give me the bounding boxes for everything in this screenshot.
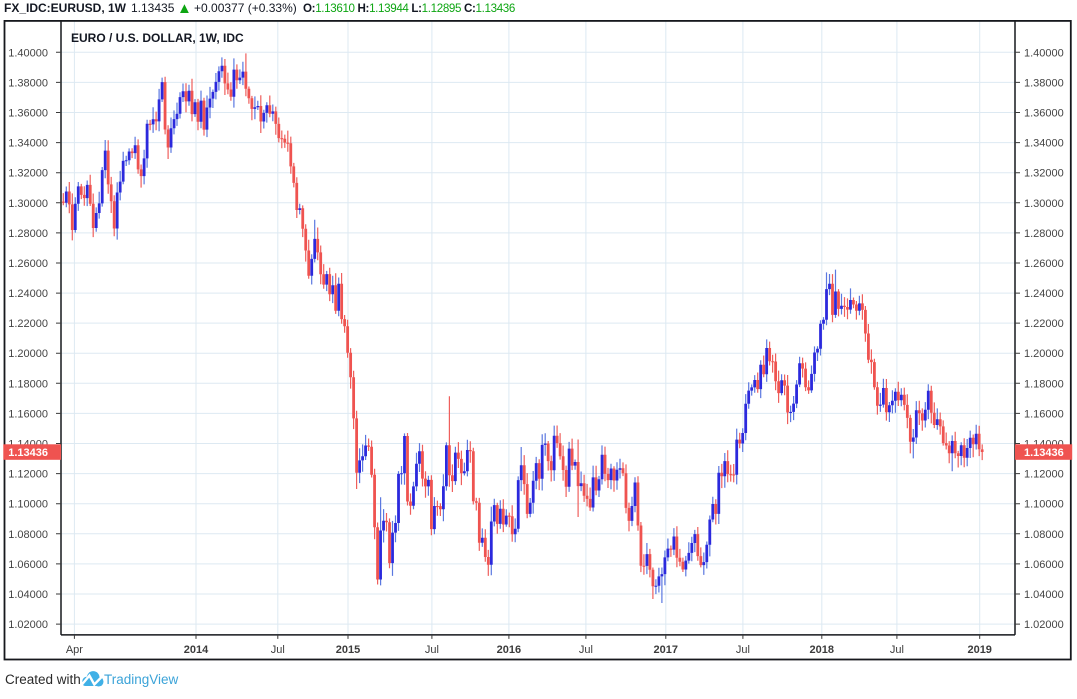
svg-text:1.06000: 1.06000 — [8, 559, 48, 571]
svg-text:1.30000: 1.30000 — [1024, 198, 1064, 210]
svg-text:1.08000: 1.08000 — [1024, 529, 1064, 541]
svg-text:1.20000: 1.20000 — [1024, 348, 1064, 360]
svg-text:1.28000: 1.28000 — [8, 228, 48, 240]
svg-text:2014: 2014 — [184, 644, 209, 656]
svg-text:+0.00377 (+0.33%): +0.00377 (+0.33%) — [194, 1, 297, 15]
svg-text:2015: 2015 — [336, 644, 360, 656]
svg-text:Jul: Jul — [425, 644, 439, 656]
svg-text:1.16000: 1.16000 — [1024, 408, 1064, 420]
svg-text:1.10000: 1.10000 — [1024, 499, 1064, 511]
svg-text:1.18000: 1.18000 — [1024, 378, 1064, 390]
svg-text:1.26000: 1.26000 — [1024, 258, 1064, 270]
svg-text:Created with: Created with — [5, 672, 81, 687]
svg-text:1.22000: 1.22000 — [1024, 318, 1064, 330]
svg-text:▲: ▲ — [177, 0, 192, 17]
svg-text:1.04000: 1.04000 — [8, 589, 48, 601]
svg-text:1.30000: 1.30000 — [8, 198, 48, 210]
svg-text:1.38000: 1.38000 — [8, 77, 48, 89]
svg-text:O:1.13610 H:1.13944 L:1.12895: O:1.13610 H:1.13944 L:1.12895 C:1.13436 — [303, 2, 515, 15]
svg-text:1.34000: 1.34000 — [1024, 138, 1064, 150]
svg-text:1.06000: 1.06000 — [1024, 559, 1064, 571]
svg-text:1.40000: 1.40000 — [1024, 47, 1064, 59]
svg-text:1.32000: 1.32000 — [8, 168, 48, 180]
svg-text:1.32000: 1.32000 — [1024, 168, 1064, 180]
svg-text:Jul: Jul — [579, 644, 593, 656]
svg-text:1.28000: 1.28000 — [1024, 228, 1064, 240]
svg-text:1.22000: 1.22000 — [8, 318, 48, 330]
svg-text:1.02000: 1.02000 — [8, 619, 48, 631]
svg-text:1.10000: 1.10000 — [8, 499, 48, 511]
svg-text:1.36000: 1.36000 — [8, 108, 48, 120]
svg-text:1.08000: 1.08000 — [8, 529, 48, 541]
svg-text:EURO / U.S. DOLLAR, 1W, IDC: EURO / U.S. DOLLAR, 1W, IDC — [71, 31, 244, 45]
svg-text:2017: 2017 — [654, 644, 678, 656]
svg-text:1.13436: 1.13436 — [8, 447, 48, 459]
svg-text:1.34000: 1.34000 — [8, 138, 48, 150]
svg-text:2018: 2018 — [810, 644, 834, 656]
svg-text:TradingView: TradingView — [104, 672, 179, 687]
svg-text:2016: 2016 — [497, 644, 521, 656]
svg-text:1.04000: 1.04000 — [1024, 589, 1064, 601]
svg-text:1.40000: 1.40000 — [8, 47, 48, 59]
svg-text:1.24000: 1.24000 — [1024, 288, 1064, 300]
svg-text:1.38000: 1.38000 — [1024, 77, 1064, 89]
svg-text:Jul: Jul — [271, 644, 285, 656]
svg-text:1.12000: 1.12000 — [1024, 469, 1064, 481]
svg-text:1.12000: 1.12000 — [8, 469, 48, 481]
svg-text:1.13435: 1.13435 — [131, 1, 175, 15]
svg-text:Jul: Jul — [736, 644, 750, 656]
svg-text:1.16000: 1.16000 — [8, 408, 48, 420]
svg-text:2019: 2019 — [967, 644, 991, 656]
svg-text:1.18000: 1.18000 — [8, 378, 48, 390]
svg-text:1.20000: 1.20000 — [8, 348, 48, 360]
svg-text:1.02000: 1.02000 — [1024, 619, 1064, 631]
svg-text:Jul: Jul — [890, 644, 904, 656]
svg-text:1.26000: 1.26000 — [8, 258, 48, 270]
svg-text:FX_IDC:EURUSD, 1W: FX_IDC:EURUSD, 1W — [4, 1, 127, 15]
svg-text:1.36000: 1.36000 — [1024, 108, 1064, 120]
svg-text:1.13436: 1.13436 — [1024, 447, 1064, 459]
svg-text:1.24000: 1.24000 — [8, 288, 48, 300]
svg-text:Apr: Apr — [66, 644, 83, 656]
